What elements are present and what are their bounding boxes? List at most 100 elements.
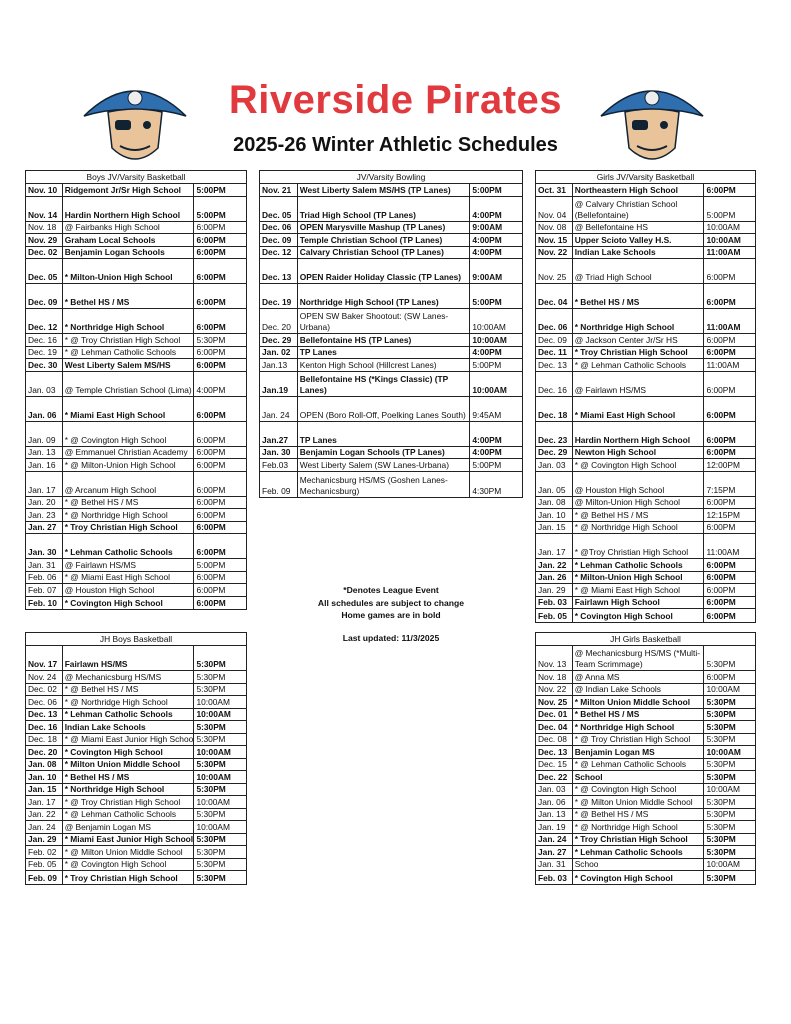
time-cell: 12:00PM xyxy=(706,459,740,470)
time-cell: 6:00PM xyxy=(706,409,736,420)
schedule-row: Dec. 02 * @ Bethel HS / MS 5:30PM xyxy=(26,683,246,696)
opponent-cell: Temple Christian School (TP Lanes) xyxy=(298,234,471,246)
opponent-cell: * Bethel HS / MS xyxy=(63,771,195,783)
date-cell: Dec. 13 xyxy=(26,708,63,720)
schedule-row: Jan. 29 * Miami East Junior High School 5:… xyxy=(26,833,246,846)
date-cell: Dec. 12 xyxy=(260,246,298,258)
date-cell: Dec. 23 xyxy=(536,421,573,446)
schedule-row: Feb. 09 * Troy Christian High School 5:30P… xyxy=(26,871,246,884)
time-cell: 5:00PM xyxy=(196,559,226,570)
opponent-cell: @ Mechanicsburg HS/MS xyxy=(63,671,195,683)
time-cell: 6:00PM xyxy=(706,584,736,595)
opponent-cell: * Covington High School xyxy=(63,746,195,758)
opponent-cell: * @ Covington High School xyxy=(573,459,705,471)
schedule-table: Boys JV/Varsity Basketball Nov. 10 Ridgemo… xyxy=(25,170,247,610)
time-cell: 6:00PM xyxy=(706,447,736,457)
date-cell: Jan. 22 xyxy=(26,808,63,820)
date-cell: Dec. 04 xyxy=(536,721,573,733)
time-cell: 5:30PM xyxy=(706,759,736,769)
time-cell: 5:30PM xyxy=(196,834,226,844)
time-cell: 6:00PM xyxy=(196,234,226,245)
opponent-cell: * @ Miami East High School xyxy=(573,584,705,596)
schedule-row: Nov. 25 @ Triad High School 6:00PM xyxy=(536,259,755,284)
time-cell: 6:00PM xyxy=(196,322,226,332)
schedule-row: Jan. 03 @ Temple Christian School (Lima) 4… xyxy=(26,371,246,397)
opponent-cell: * Northridge High School xyxy=(573,721,705,733)
schedule-table: JV/Varsity Bowling Nov. 21 West Liberty Sa… xyxy=(259,170,523,498)
schedule-row: Jan. 27 * Lehman Catholic Schools 5:30PM xyxy=(536,846,755,859)
time-cell: 10:00AM xyxy=(472,322,506,332)
opponent-cell: @ Arcanum High School xyxy=(63,471,195,496)
opponent-cell: * Northridge High School xyxy=(573,309,705,333)
date-cell: Nov. 18 xyxy=(536,671,573,683)
date-cell: Jan. 17 xyxy=(26,471,63,496)
time-cell: 10:00AM xyxy=(472,384,507,395)
date-cell: Nov. 04 xyxy=(536,196,573,221)
schedule-row: Jan.19 Bellefontaine HS (*Kings Classic) … xyxy=(260,371,522,397)
opponent-cell: @ Houston High School xyxy=(63,584,195,596)
opponent-cell: * @ Miami East Junior High Schoo xyxy=(573,858,705,870)
time-cell: 10:00AM xyxy=(196,796,230,807)
schedule-row: Jan. 17 @ Arcanum High School 6:00PM xyxy=(26,471,246,497)
opponent-cell: * @ Bethel HS / MS xyxy=(63,683,195,695)
schedule-row: Nov. 15 Upper Scioto Valley H.S. 10:00AM xyxy=(536,234,755,247)
schedule-row: Jan. 13 * @ Bethel HS / MS 5:30PM xyxy=(536,808,755,821)
time-cell: 9:00AM xyxy=(472,272,503,282)
opponent-cell: Northeastern High School xyxy=(573,184,705,196)
schedule-row: Nov. 21 West Liberty Salem MS/HS (TP Lane… xyxy=(260,184,522,197)
schedule-row: Nov. 22 @ Indian Lake Schools 10:00AM xyxy=(536,683,755,696)
table-title: Boys JV/Varsity Basketball xyxy=(26,171,246,184)
date-cell: Jan. 27 xyxy=(26,521,63,533)
opponent-cell: * Lehman Catholic Schools xyxy=(573,559,705,571)
time-cell: 10:00AM xyxy=(706,746,741,757)
time-cell: 4:00PM xyxy=(472,447,502,457)
subtitle: 2025-26 Winter Athletic Schedules xyxy=(233,134,558,156)
opponent-cell: Benjamin Logan Schools xyxy=(63,246,195,258)
date-cell: Jan. 27 xyxy=(536,846,573,858)
schedule-row: Nov. 13 @ Mechanicsburg HS/MS (*Multi-Tea… xyxy=(536,646,755,671)
schedule-row: Dec. 12 Calvary Christian School (TP Lane… xyxy=(260,246,522,259)
opponent-cell: * Troy Christian High School xyxy=(573,346,705,358)
opponent-cell: Graham Local Schools xyxy=(63,234,195,246)
schedule-row: Nov. 25 * Milton Union Middle School 5:30P… xyxy=(536,696,755,709)
opponent-cell: @ Mechanicsburg HS/MS (*Multi-Team Scrim… xyxy=(573,646,705,670)
opponent-cell: * Miami East Junior High School xyxy=(573,771,705,783)
schedule-row: Jan. 16 * @ Milton-Union High School 6:00P… xyxy=(26,459,246,472)
schedule-row: Feb. 03 Fairlawn High School 6:00PM xyxy=(536,596,755,609)
time-cell: 6:00PM xyxy=(196,522,226,532)
time-cell: 5:30PM xyxy=(196,721,226,732)
opponent-cell: * Lehman Catholic Schools xyxy=(573,846,705,858)
time-cell: 10:00AM xyxy=(196,821,230,832)
opponent-cell: * Troy Christian High School xyxy=(63,871,195,884)
date-cell: Nov. 18 xyxy=(26,221,63,233)
date-cell: Feb. 06 xyxy=(26,571,63,583)
time-cell: 6:00PM xyxy=(706,434,736,445)
schedule-row: Jan. 19 * @ Northridge High School 5:30PM xyxy=(536,821,755,834)
opponent-cell: OPEN Marysville Mashup (TP Lanes) xyxy=(298,221,471,233)
opponent-cell: Indian Lake Schools xyxy=(573,246,705,258)
date-cell: Dec. 06 xyxy=(536,309,573,333)
date-cell: Jan. 17 xyxy=(536,534,573,558)
date-cell: Jan. 15 xyxy=(26,783,63,795)
opponent-cell: OPEN (Boro Roll-Off, Poelking Lanes Sout… xyxy=(298,396,471,421)
schedule-row: Jan. 03 * @ Covington High School 10:00AM xyxy=(536,783,755,796)
schedule-row: Nov. 18 @ Anna MS 6:00PM xyxy=(536,671,755,684)
schedule-row: Dec. 30 West Liberty Salem MS/HS 6:00PM xyxy=(26,359,246,372)
date-cell: Jan. 03 xyxy=(536,459,573,471)
opponent-cell: Hardin Northern High School xyxy=(63,196,195,221)
opponent-cell: West Liberty Salem (SW Lanes-Urbana) xyxy=(298,459,471,471)
time-cell: 5:00PM xyxy=(472,459,502,470)
opponent-cell: @ Fairlawn HS/MS xyxy=(573,371,705,396)
opponent-cell: * @ Northridge High School xyxy=(573,821,705,833)
time-cell: 6:00PM xyxy=(196,297,226,307)
date-cell: Nov. 22 xyxy=(536,683,573,695)
time-cell: 5:30PM xyxy=(196,759,226,769)
schedule-row: Dec. 16 Indian Lake Schools 5:30PM xyxy=(26,721,246,734)
schedule-row: Jan. 15 * Northridge High School 5:30PM xyxy=(26,783,246,796)
time-cell: 5:30PM xyxy=(196,784,226,794)
opponent-cell: * Lehman Catholic Schools xyxy=(63,534,195,558)
opponent-cell: * Miami East High School xyxy=(63,396,195,421)
opponent-cell: * @ Troy Christian High School xyxy=(63,334,195,346)
note: Last updated: 11/3/2025 xyxy=(342,632,440,643)
